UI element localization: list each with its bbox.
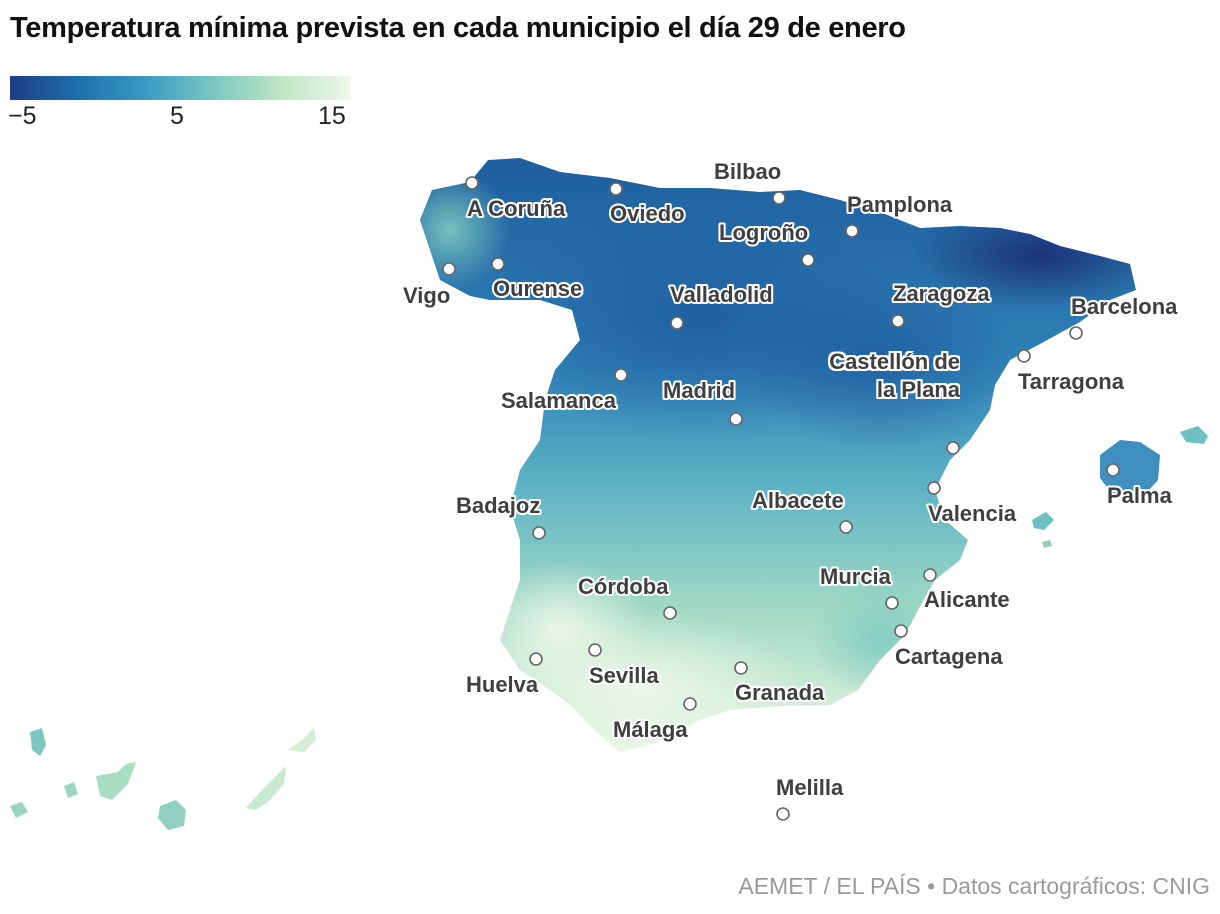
city-dot bbox=[683, 697, 697, 711]
city-label: Vigo bbox=[403, 283, 450, 308]
city-castellon: Castellón de la Plana bbox=[829, 349, 960, 455]
city-label: Sevilla bbox=[589, 663, 659, 688]
city-dot bbox=[885, 596, 899, 610]
city-label: Alicante bbox=[924, 587, 1010, 612]
city-valladolid: Valladolid bbox=[668, 280, 775, 330]
city-dot bbox=[894, 624, 908, 638]
city-sevilla: Sevilla bbox=[587, 643, 661, 690]
city-label: Valladolid bbox=[670, 282, 773, 307]
city-label: Tarragona bbox=[1018, 369, 1125, 394]
city-huelva: Huelva bbox=[464, 652, 543, 699]
balearic-islands bbox=[1032, 426, 1208, 548]
city-label: Palma bbox=[1107, 483, 1173, 508]
city-dot bbox=[801, 253, 815, 267]
city-madrid: Madrid bbox=[661, 376, 743, 426]
legend-tick-max: 15 bbox=[318, 102, 346, 130]
legend-gradient-bar bbox=[10, 76, 350, 100]
city-dot bbox=[442, 262, 456, 276]
city-label-wrapper: Castellón de la Plana bbox=[829, 349, 960, 402]
city-dot bbox=[839, 520, 853, 534]
legend-tick-min: −5 bbox=[8, 102, 37, 130]
city-vigo: Vigo bbox=[401, 262, 456, 310]
city-label: Melilla bbox=[776, 775, 844, 800]
city-valencia: Valencia bbox=[926, 481, 1019, 528]
city-ourense: Ourense bbox=[491, 257, 584, 303]
city-zaragoza: Zaragoza bbox=[891, 279, 992, 328]
city-palma: Palma bbox=[1105, 463, 1175, 510]
city-dot bbox=[670, 316, 684, 330]
canary-islands bbox=[10, 728, 316, 830]
city-melilla: Melilla bbox=[774, 773, 846, 821]
city-label: Zaragoza bbox=[893, 281, 990, 306]
city-bilbao: Bilbao bbox=[712, 157, 786, 205]
city-a-coruna: A Coruña bbox=[465, 176, 568, 223]
city-salamanca: Salamanca bbox=[499, 368, 628, 415]
city-dot bbox=[1017, 349, 1031, 363]
city-label: Cartagena bbox=[895, 644, 1003, 669]
city-dot bbox=[614, 368, 628, 382]
city-label: Barcelona bbox=[1071, 294, 1178, 319]
city-label: Castellón de la Plana bbox=[829, 349, 960, 402]
city-murcia: Murcia bbox=[818, 562, 899, 610]
city-dot bbox=[923, 568, 937, 582]
city-label: Badajoz bbox=[456, 493, 540, 518]
city-dot bbox=[491, 257, 505, 271]
city-label: Huelva bbox=[466, 672, 539, 697]
city-granada: Granada bbox=[733, 661, 827, 707]
city-tarragona: Tarragona bbox=[1016, 349, 1127, 396]
city-label: Valencia bbox=[928, 501, 1017, 526]
city-cartagena: Cartagena bbox=[893, 624, 1005, 671]
city-dot bbox=[609, 182, 623, 196]
city-label: Granada bbox=[735, 680, 825, 705]
city-dot bbox=[927, 481, 941, 495]
city-badajoz: Badajoz bbox=[454, 491, 546, 540]
legend-tick-mid: 5 bbox=[170, 102, 184, 130]
city-dot bbox=[1069, 326, 1083, 340]
color-legend: −5 5 15 bbox=[8, 76, 350, 130]
city-dot bbox=[776, 807, 790, 821]
city-pamplona: Pamplona bbox=[845, 190, 955, 238]
city-label: Albacete bbox=[752, 488, 844, 513]
city-dot bbox=[532, 526, 546, 540]
city-label: Bilbao bbox=[714, 159, 781, 184]
city-dot bbox=[529, 652, 543, 666]
city-label: Málaga bbox=[613, 717, 688, 742]
city-dot bbox=[729, 412, 743, 426]
city-albacete: Albacete bbox=[750, 486, 853, 534]
city-logrono: Logroño bbox=[717, 218, 815, 267]
city-label: Oviedo bbox=[610, 201, 685, 226]
city-alicante: Alicante bbox=[922, 568, 1012, 614]
city-label: Murcia bbox=[820, 564, 892, 589]
city-dot bbox=[734, 661, 748, 675]
city-dot bbox=[772, 191, 786, 205]
city-dot bbox=[891, 314, 905, 328]
city-dot bbox=[588, 643, 602, 657]
city-label: Madrid bbox=[663, 378, 735, 403]
city-label: Pamplona bbox=[847, 192, 953, 217]
city-dot bbox=[1106, 463, 1120, 477]
city-dot bbox=[946, 441, 960, 455]
city-label: Córdoba bbox=[578, 574, 669, 599]
city-markers: A Coruña Oviedo Bilbao Pamplona Logroño … bbox=[401, 157, 1180, 821]
city-label: Salamanca bbox=[501, 388, 617, 413]
city-label: Logroño bbox=[719, 220, 808, 245]
city-label: Ourense bbox=[493, 276, 582, 301]
city-barcelona: Barcelona bbox=[1069, 292, 1180, 340]
city-dot bbox=[663, 606, 677, 620]
source-credit: AEMET / EL PAÍS • Datos cartográficos: C… bbox=[738, 873, 1210, 899]
city-cordoba: Córdoba bbox=[576, 572, 677, 620]
city-oviedo: Oviedo bbox=[608, 182, 687, 228]
city-malaga: Málaga bbox=[611, 697, 697, 744]
city-dot bbox=[465, 176, 479, 190]
map-title: Temperatura mínima prevista en cada muni… bbox=[10, 12, 906, 44]
city-dot bbox=[845, 224, 859, 238]
city-label: A Coruña bbox=[467, 196, 566, 221]
